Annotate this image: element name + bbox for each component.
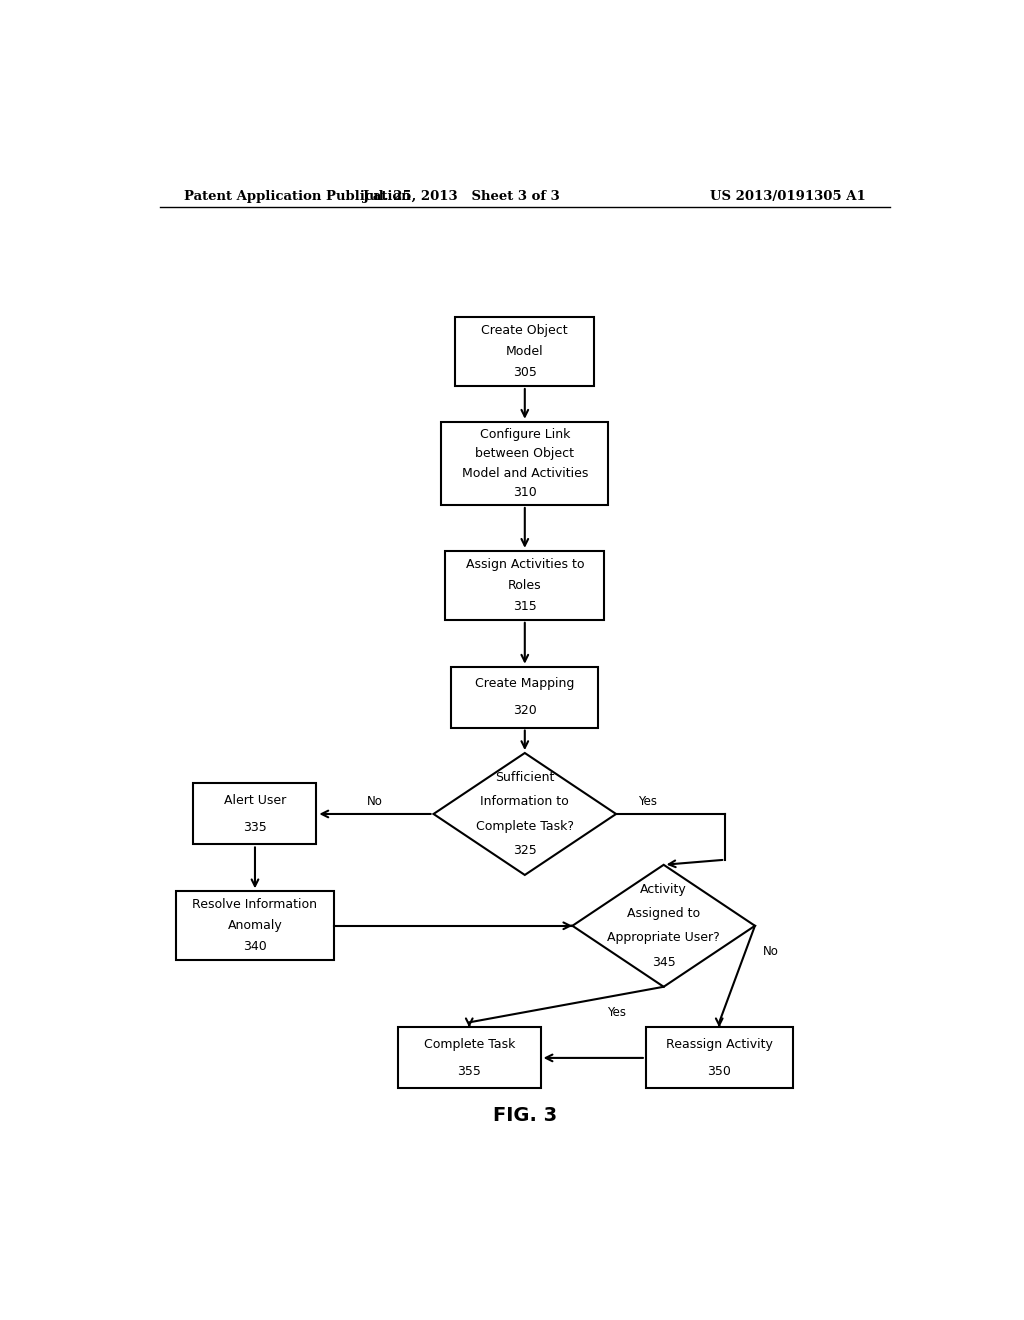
Text: Model and Activities: Model and Activities [462, 466, 588, 479]
Text: Anomaly: Anomaly [227, 919, 283, 932]
Bar [194, 784, 316, 845]
Text: Complete Task: Complete Task [424, 1038, 515, 1051]
Text: FIG. 3: FIG. 3 [493, 1106, 557, 1126]
Text: Patent Application Publication: Patent Application Publication [183, 190, 411, 202]
Text: Alert User: Alert User [224, 795, 286, 808]
Text: 310: 310 [513, 486, 537, 499]
Text: 335: 335 [243, 821, 267, 834]
Bar [176, 891, 334, 961]
Polygon shape [572, 865, 755, 987]
Text: 355: 355 [458, 1065, 481, 1077]
Bar [646, 1027, 793, 1089]
Polygon shape [433, 752, 616, 875]
Text: 325: 325 [513, 843, 537, 857]
Text: Create Object: Create Object [481, 325, 568, 337]
Text: US 2013/0191305 A1: US 2013/0191305 A1 [711, 190, 866, 202]
Text: Yes: Yes [638, 795, 657, 808]
Text: Reassign Activity: Reassign Activity [666, 1038, 773, 1051]
Text: 315: 315 [513, 599, 537, 612]
Text: Complete Task?: Complete Task? [476, 820, 573, 833]
Text: Assigned to: Assigned to [627, 907, 700, 920]
Text: Jul. 25, 2013   Sheet 3 of 3: Jul. 25, 2013 Sheet 3 of 3 [362, 190, 560, 202]
Text: 320: 320 [513, 704, 537, 717]
Text: 345: 345 [652, 956, 676, 969]
Text: 305: 305 [513, 366, 537, 379]
Text: No: No [763, 945, 779, 958]
Text: Assign Activities to: Assign Activities to [466, 558, 584, 570]
Bar [456, 317, 594, 385]
Bar [445, 550, 604, 620]
Bar [441, 421, 608, 506]
Text: Roles: Roles [508, 578, 542, 591]
Text: Activity: Activity [640, 883, 687, 896]
Text: Resolve Information: Resolve Information [193, 899, 317, 911]
Text: 350: 350 [708, 1065, 731, 1077]
Text: No: No [367, 795, 383, 808]
Text: between Object: between Object [475, 447, 574, 461]
Text: Sufficient: Sufficient [496, 771, 554, 784]
Text: 340: 340 [243, 940, 267, 953]
Text: Yes: Yes [606, 1006, 626, 1019]
Text: Appropriate User?: Appropriate User? [607, 932, 720, 945]
Text: Create Mapping: Create Mapping [475, 677, 574, 690]
Text: Model: Model [506, 345, 544, 358]
Bar [397, 1027, 541, 1089]
Bar [452, 667, 598, 727]
Text: Information to: Information to [480, 795, 569, 808]
Text: Configure Link: Configure Link [479, 428, 570, 441]
